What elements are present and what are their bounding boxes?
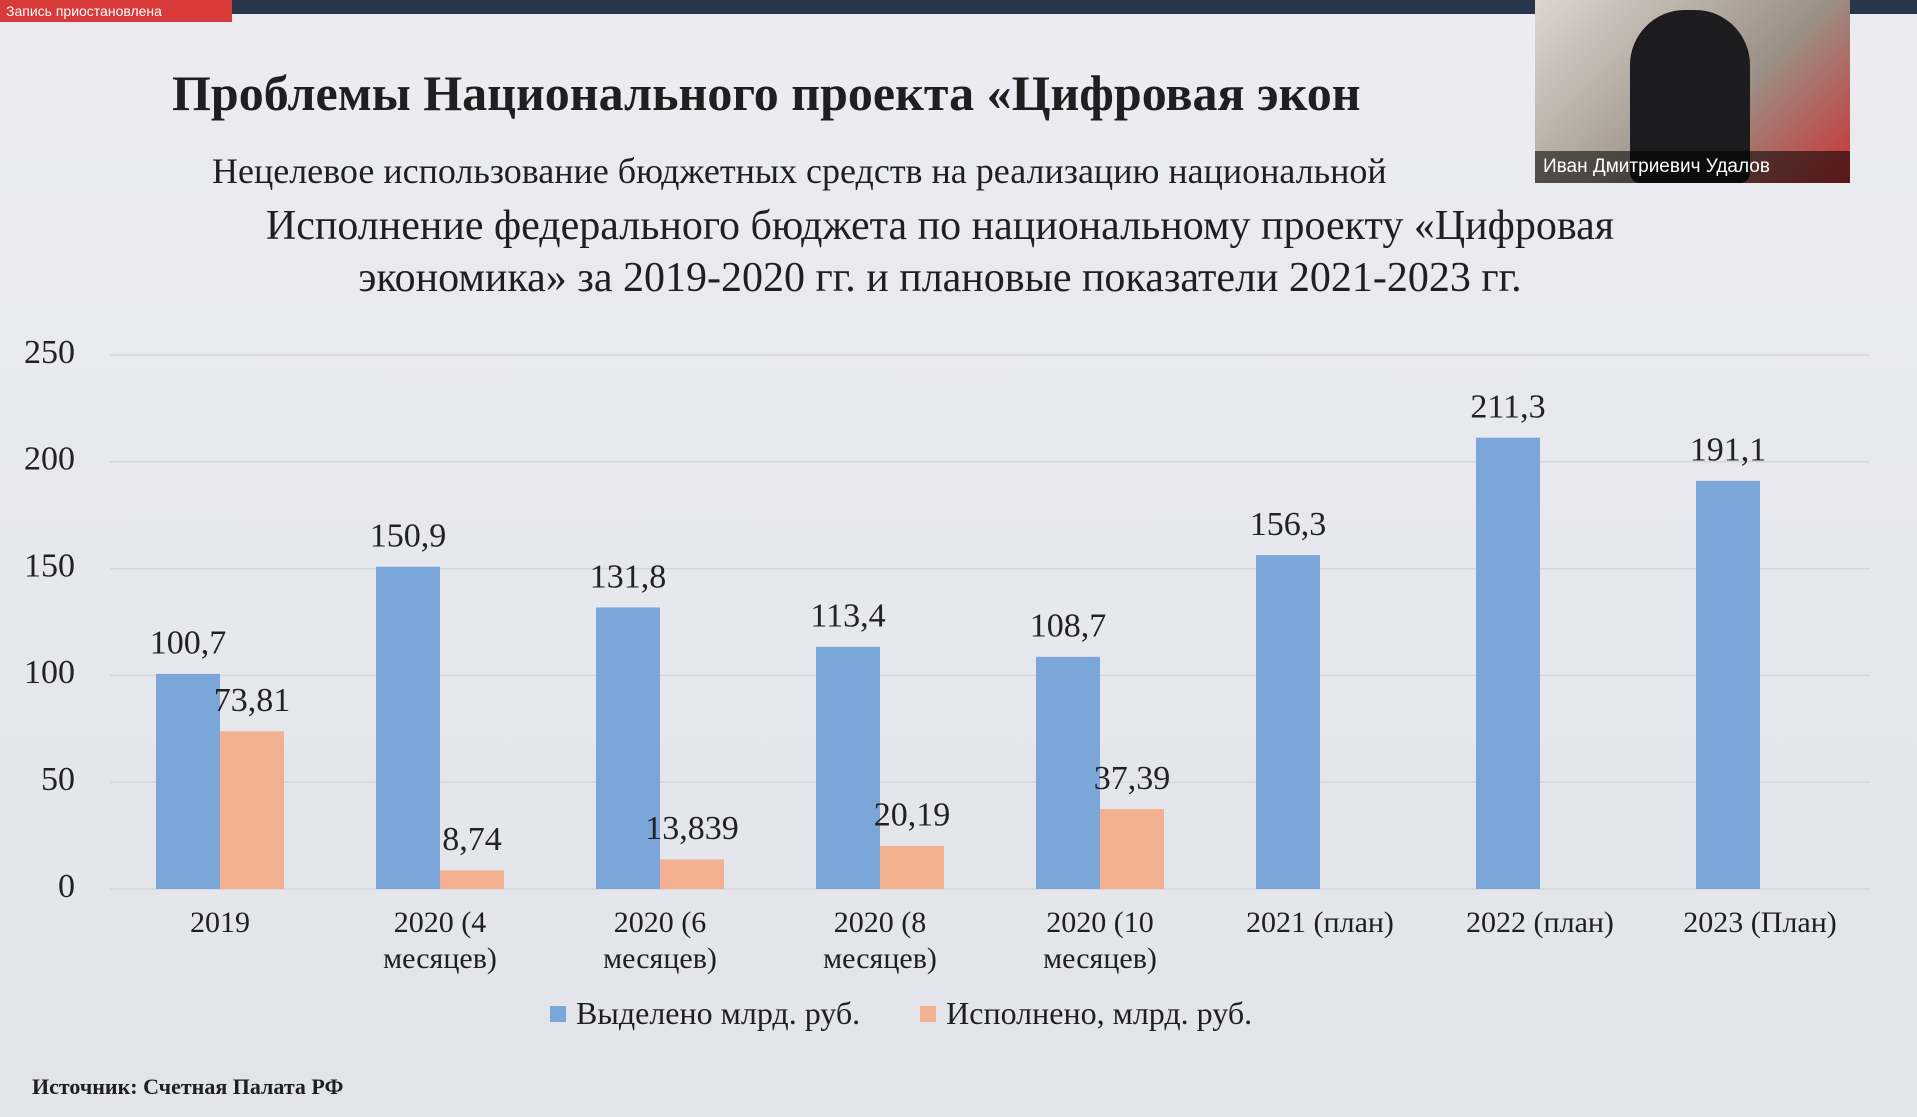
video-tile[interactable]: Иван Дмитриевич Удалов: [1535, 0, 1850, 183]
x-tick-label: 2020 (8 месяцев): [823, 906, 937, 975]
y-tick-label: 0: [58, 868, 75, 905]
x-tick-label: 2021 (план): [1246, 906, 1394, 939]
bar: [376, 566, 440, 889]
source: Источник: Счетная Палата РФ: [32, 1074, 344, 1099]
x-tick-label: 2022 (план): [1466, 906, 1614, 939]
bar: [880, 845, 944, 889]
x-tick-label: 2020 (6 месяцев): [603, 906, 717, 975]
legend-label: Выделено млрд. руб.: [576, 995, 861, 1031]
value-label: 108,7: [1030, 608, 1107, 645]
x-tick-label: 2023 (План): [1683, 906, 1837, 939]
value-label: 113,4: [810, 598, 885, 635]
bar: [1100, 809, 1164, 889]
bar: [440, 870, 504, 889]
value-label: 37,39: [1094, 760, 1171, 797]
y-tick-label: 100: [24, 654, 75, 691]
top-bar: [0, 0, 1917, 14]
bar: [1256, 555, 1320, 889]
bar: [1696, 480, 1760, 889]
bar: [220, 731, 284, 889]
value-label: 156,3: [1250, 506, 1327, 543]
y-tick-label: 250: [24, 334, 75, 371]
legend-item: Выделено млрд. руб.: [550, 995, 860, 1032]
x-tick-label: 2020 (10 месяцев): [1043, 906, 1157, 975]
y-tick-label: 200: [24, 441, 75, 478]
value-label: 8,74: [442, 821, 502, 858]
slide-subtitle: Нецелевое использование бюджетных средст…: [212, 151, 1387, 191]
recording-badge[interactable]: Запись приостановлена: [0, 0, 232, 22]
legend-swatch: [920, 1005, 937, 1022]
value-label: 211,3: [1470, 388, 1545, 425]
value-label: 150,9: [370, 517, 447, 554]
value-label: 13,839: [645, 810, 739, 847]
value-label: 131,8: [590, 558, 667, 595]
participant-name: Иван Дмитриевич Удалов: [1535, 151, 1850, 183]
value-label: 73,81: [214, 682, 291, 719]
legend: Выделено млрд. руб. Исполнено, млрд. руб.: [550, 995, 1252, 1032]
legend-label: Исполнено, млрд. руб.: [946, 995, 1253, 1031]
y-tick-label: 150: [24, 547, 75, 584]
bar: [816, 646, 880, 889]
x-tick-label: 2019: [190, 906, 250, 939]
value-label: 100,7: [150, 625, 227, 662]
bar: [156, 673, 220, 889]
y-tick-label: 50: [41, 761, 75, 798]
chart-title: Исполнение федерального бюджета по нацио…: [265, 203, 1615, 301]
value-label: 20,19: [874, 797, 951, 834]
slide-title: Проблемы Национального проекта «Цифровая…: [172, 65, 1361, 121]
bar: [596, 607, 660, 889]
value-label: 191,1: [1690, 432, 1767, 469]
legend-swatch: [550, 1005, 566, 1022]
x-tick-label: 2020 (4 месяцев): [383, 906, 497, 975]
bar: [660, 859, 724, 889]
bar: [1036, 656, 1100, 889]
legend-item: Исполнено, млрд. руб.: [920, 995, 1252, 1032]
bar: [1476, 437, 1540, 889]
